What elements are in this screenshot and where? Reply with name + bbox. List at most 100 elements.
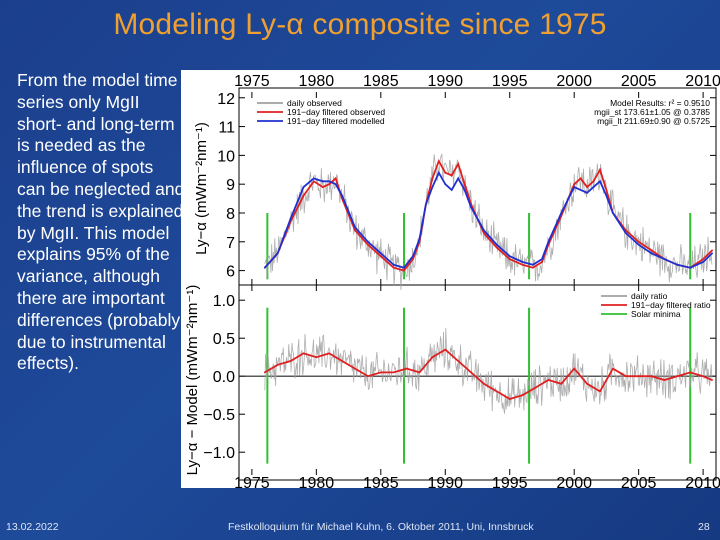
data-point (463, 189, 466, 191)
data-point (624, 232, 627, 235)
y-tick-label: 7 (226, 235, 235, 252)
data-point (637, 240, 640, 243)
data-point (579, 189, 582, 191)
data-point (470, 206, 472, 209)
body-text: From the model time series only MgII sho… (17, 70, 185, 374)
y-tick-label: −0.5 (203, 407, 235, 424)
data-point (586, 191, 588, 194)
data-point (650, 375, 653, 378)
data-point (437, 160, 440, 162)
data-point (444, 348, 447, 351)
legend-label: 191−day filtered modelled (287, 116, 385, 126)
x-tick-label-bottom: 1995 (492, 475, 528, 488)
data-point (457, 360, 460, 362)
y-tick-label: 0.5 (213, 331, 235, 348)
x-tick-label-bottom: 1975 (234, 475, 270, 488)
data-point (289, 360, 292, 362)
data-point (418, 371, 421, 374)
legend-label: daily observed (287, 98, 342, 108)
data-point (341, 194, 343, 197)
y-tick-label: 9 (226, 177, 235, 194)
y-tick-label: 0.0 (213, 369, 235, 386)
series-line-0-0 (264, 158, 713, 272)
legend-label: Solar minima (631, 309, 681, 319)
data-point (328, 183, 331, 186)
data-point (592, 180, 595, 183)
data-point (624, 375, 627, 378)
data-point (599, 390, 601, 393)
data-point (637, 243, 640, 246)
x-tick-label-top: 1990 (427, 73, 463, 90)
data-point (534, 386, 537, 389)
figure: 6 7 8 9 10 11 12 Ly−α (mWm⁻²nm⁻¹) daily observed… (181, 70, 720, 492)
x-tick-label-bottom: 1980 (299, 475, 335, 488)
data-point (495, 246, 498, 249)
data-point (586, 186, 588, 188)
x-tick-label-top: 2000 (556, 73, 592, 90)
data-point (367, 240, 369, 243)
data-point (450, 174, 453, 177)
data-point (483, 232, 485, 235)
data-point (612, 367, 614, 370)
data-point (431, 177, 434, 180)
data-point (650, 252, 653, 255)
data-point (560, 212, 563, 214)
data-point (508, 398, 511, 400)
data-point (560, 382, 563, 385)
data-point (312, 180, 315, 183)
data-point (573, 186, 576, 188)
data-point (431, 356, 434, 359)
data-point (412, 258, 414, 260)
y-tick-label: 8 (226, 206, 235, 223)
data-point (431, 186, 434, 188)
x-tick-label-bottom: 2000 (556, 475, 592, 488)
page-number: 28 (698, 521, 710, 533)
data-point (321, 186, 324, 188)
x-tick-label-top: 1985 (363, 73, 399, 90)
data-point (425, 203, 427, 206)
data-point (676, 263, 679, 266)
data-point (579, 177, 582, 180)
slide-title: Modeling Ly-α composite since 1975 (113, 8, 607, 41)
model-results-annotation: mgii_st 173.61±1.05 @ 0.3785 (594, 107, 710, 117)
data-point (328, 352, 331, 355)
daily-ratio-line (264, 327, 713, 414)
data-point (367, 375, 369, 378)
data-point (354, 229, 356, 232)
data-point (637, 375, 640, 378)
data-point (702, 375, 704, 378)
data-point (367, 243, 369, 246)
data-point (521, 394, 524, 397)
data-point (676, 375, 679, 378)
data-point (605, 194, 608, 197)
data-point (354, 226, 356, 229)
data-point (392, 263, 395, 266)
data-point (547, 379, 550, 381)
x-tick-label-bottom: 2010 (685, 475, 720, 488)
data-point (711, 249, 713, 252)
data-point (541, 258, 543, 260)
y-tick-label: 6 (226, 264, 235, 281)
footer-date: 13.02.2022 (6, 521, 59, 533)
data-point (521, 263, 524, 266)
data-point (392, 371, 395, 374)
data-point (403, 269, 405, 272)
data-point (328, 180, 331, 183)
data-point (444, 183, 447, 186)
x-tick-label-bottom: 1985 (363, 475, 399, 488)
data-point (521, 261, 524, 263)
data-point (612, 212, 614, 214)
composite-chart: 6 7 8 9 10 11 12 Ly−α (mWm⁻²nm⁻¹) daily observed… (184, 73, 720, 492)
data-point (379, 371, 382, 374)
data-point (276, 363, 279, 366)
data-point (412, 255, 414, 258)
data-point (689, 266, 692, 269)
data-point (289, 217, 292, 220)
data-point (379, 252, 382, 255)
y-tick-label: 1.0 (213, 293, 235, 310)
data-point (315, 356, 318, 359)
y-axis-label: Ly−α (mWm⁻²nm⁻¹) (193, 122, 210, 255)
data-point (573, 367, 576, 370)
x-tick-label-top: 1975 (234, 73, 270, 90)
data-point (302, 194, 305, 197)
